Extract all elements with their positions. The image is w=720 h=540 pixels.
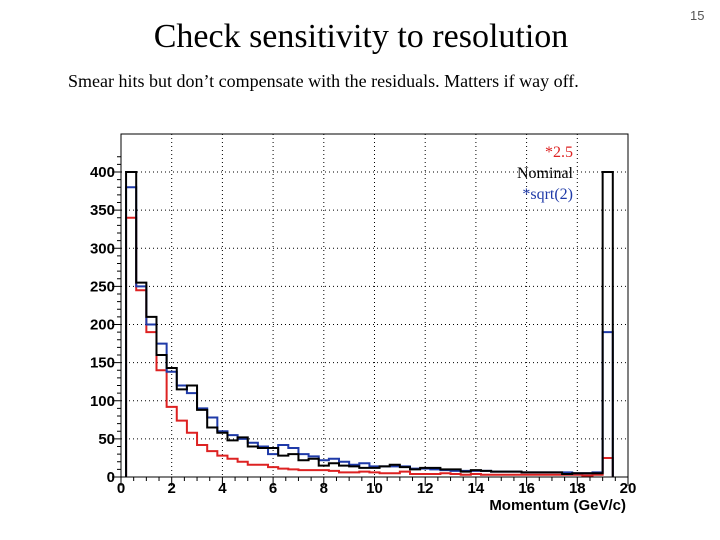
legend: *2.5 Nominal *sqrt(2) bbox=[517, 144, 574, 203]
x-tick-label: 14 bbox=[468, 480, 485, 497]
legend-entry: *sqrt(2) bbox=[522, 186, 573, 203]
x-tick-label: 0 bbox=[117, 480, 125, 497]
x-tick-label: 8 bbox=[320, 480, 328, 497]
grid-lines bbox=[121, 134, 628, 477]
histogram-series-1 bbox=[125, 171, 614, 477]
x-axis: 0 2 4 6 8 10 12 14 16 18 20 bbox=[117, 477, 637, 497]
legend-entry: Nominal bbox=[517, 165, 574, 182]
legend-entry: *2.5 bbox=[545, 144, 573, 161]
page-number: 15 bbox=[690, 8, 705, 23]
slide-title: Check sensitivity to resolution bbox=[153, 18, 569, 55]
y-tick-label: 400 bbox=[90, 164, 115, 181]
histogram-series-0 bbox=[125, 216, 614, 477]
x-tick-label: 12 bbox=[417, 480, 434, 497]
y-tick-label: 100 bbox=[90, 393, 115, 410]
x-tick-label: 2 bbox=[168, 480, 176, 497]
y-tick-label: 200 bbox=[90, 317, 115, 334]
y-tick-label: 0 bbox=[107, 469, 115, 486]
y-tick-label: 250 bbox=[90, 278, 115, 295]
y-tick-label: 350 bbox=[90, 202, 115, 219]
y-axis: 0 50 100 150 200 250 300 350 400 bbox=[90, 156, 121, 486]
x-tick-label: 16 bbox=[518, 480, 535, 497]
histogram-series bbox=[125, 171, 614, 477]
y-tick-label: 150 bbox=[90, 355, 115, 372]
histogram-series-2 bbox=[125, 186, 614, 477]
x-tick-label: 20 bbox=[620, 480, 637, 497]
y-tick-label: 50 bbox=[98, 431, 115, 448]
slide-subtitle: Smear hits but don’t compensate with the… bbox=[68, 71, 579, 91]
x-tick-label: 4 bbox=[218, 480, 227, 497]
y-tick-label: 300 bbox=[90, 240, 115, 257]
x-tick-label: 18 bbox=[569, 480, 586, 497]
x-tick-label: 6 bbox=[269, 480, 277, 497]
x-axis-title: Momentum (GeV/c) bbox=[489, 497, 626, 514]
x-tick-label: 10 bbox=[366, 480, 383, 497]
